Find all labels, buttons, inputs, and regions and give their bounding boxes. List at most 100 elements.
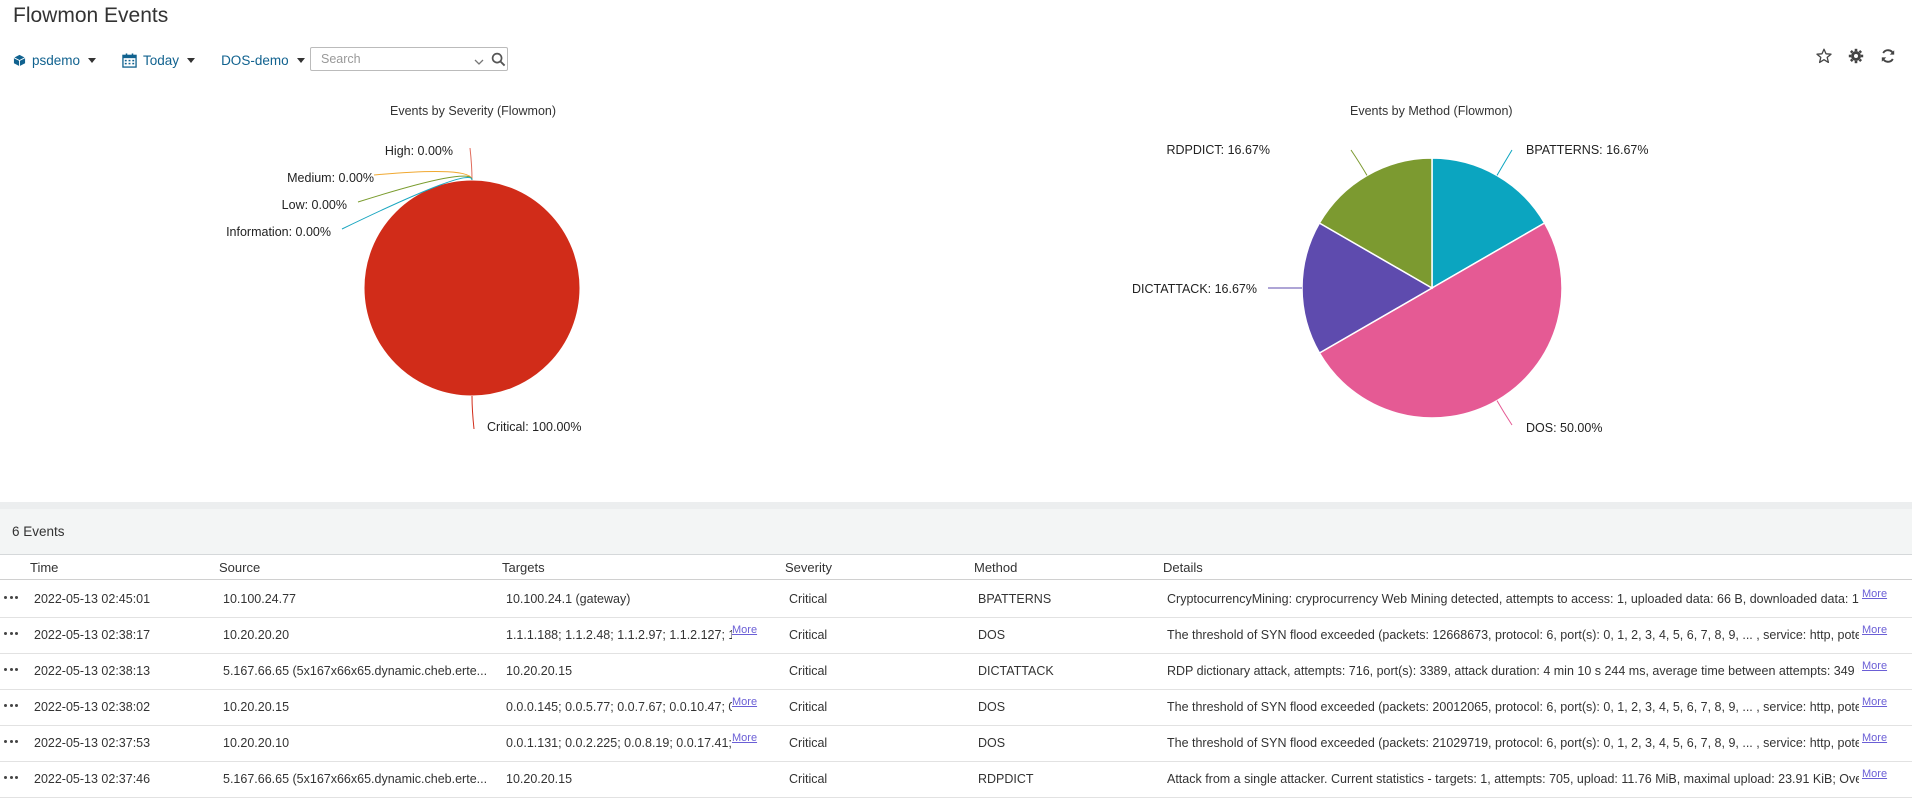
cell-details: RDP dictionary attack, attempts: 716, po… (1167, 664, 1859, 678)
cell-time: 2022-05-13 02:45:01 (34, 592, 151, 606)
pie-label-high: High: 0.00% (385, 144, 453, 158)
table-row[interactable]: 2022-05-13 02:45:01 10.100.24.77 10.100.24… (0, 581, 1912, 618)
cell-method: DOS (978, 628, 1006, 642)
method-chart-title: Events by Method (Flowmon) (1350, 104, 1513, 118)
gear-icon[interactable] (1848, 48, 1864, 64)
cell-details: CryptocurrencyMining: cryprocurrency Web… (1167, 592, 1859, 606)
pie-label-dictattack: DICTATTACK: 16.67% (1132, 282, 1257, 296)
column-header-details[interactable]: Details (1163, 560, 1203, 575)
toolbar: psdemo Today DOS-demo (13, 48, 331, 72)
pie-slice-bpatterns[interactable] (1431, 157, 1546, 290)
filter-label: DOS-demo (221, 52, 289, 68)
cell-targets: 10.20.20.15 (506, 772, 573, 786)
cell-severity: Critical (789, 772, 828, 786)
leader-line-bpatterns (1496, 149, 1513, 176)
ellipsis-icon[interactable] (4, 776, 18, 780)
cell-targets: 10.100.24.1 (gateway) (506, 592, 631, 606)
ellipsis-icon[interactable] (4, 740, 18, 744)
details-more-link[interactable]: More (1862, 696, 1888, 708)
cell-severity: Critical (789, 628, 828, 642)
pie-slice-dictattack[interactable] (1301, 221, 1434, 355)
workspace-selector[interactable]: psdemo (13, 52, 97, 68)
leader-line-information (341, 177, 473, 230)
section-divider (0, 502, 1912, 509)
cell-details: Attack from a single attacker. Current s… (1167, 772, 1859, 786)
targets-more-link[interactable]: More (732, 624, 758, 636)
details-more-link[interactable]: More (1862, 768, 1888, 780)
cell-details: The threshold of SYN flood exceeded (pac… (1167, 736, 1859, 750)
pie-label-bpatterns: BPATTERNS: 16.67% (1526, 143, 1649, 157)
page-title: Flowmon Events (13, 4, 169, 27)
header-actions (1800, 48, 1896, 64)
cell-severity: Critical (789, 700, 828, 714)
severity-pie-chart: Critical: 100.00% High: 0.00% Medium: 0.00… (226, 144, 581, 434)
cell-method: DOS (978, 700, 1006, 714)
pie-slice-rdpdict[interactable] (1318, 157, 1433, 290)
ellipsis-icon[interactable] (4, 632, 18, 636)
severity-chart-title: Events by Severity (Flowmon) (390, 104, 557, 118)
leader-line-dos (1496, 400, 1513, 426)
cell-details: The threshold of SYN flood exceeded (pac… (1167, 700, 1859, 714)
cell-source: 10.100.24.77 (223, 592, 296, 606)
targets-more-link[interactable]: More (732, 732, 758, 744)
column-header-source[interactable]: Source (219, 560, 261, 575)
date-range-label: Today (143, 52, 180, 68)
cell-source: 5.167.66.65 (5x167x66x65.dynamic.cheb.er… (223, 664, 488, 678)
table-row[interactable]: 2022-05-13 02:37:46 5.167.66.65 (5x167x66… (0, 761, 1912, 798)
method-pie-chart: BPATTERNS: 16.67% DOS: 50.00% DICTATTACK: … (1132, 143, 1649, 435)
leader-line-critical (471, 395, 475, 430)
search-box (310, 47, 508, 71)
charts-canvas: Critical: 100.00% High: 0.00% Medium: 0.00… (226, 143, 1649, 435)
targets-more-link[interactable]: More (732, 696, 758, 708)
pie-label-dos: DOS: 50.00% (1526, 421, 1602, 435)
table-row[interactable]: 2022-05-13 02:37:53 10.20.20.10 0.0.1.131;… (0, 725, 1912, 762)
cell-targets: 0.0.1.131; 0.0.2.225; 0.0.8.19; 0.0.17.4… (506, 736, 732, 750)
leader-line-high (469, 147, 473, 181)
star-icon[interactable] (1816, 48, 1832, 64)
table-row[interactable]: 2022-05-13 02:38:02 10.20.20.15 0.0.0.145;… (0, 689, 1912, 726)
cell-time: 2022-05-13 02:38:02 (34, 700, 151, 714)
cell-time: 2022-05-13 02:38:13 (34, 664, 151, 678)
pie-slice-dos[interactable] (1318, 221, 1563, 419)
calendar-icon (122, 52, 137, 68)
table-row[interactable]: 2022-05-13 02:38:13 5.167.66.65 (5x167x66… (0, 653, 1912, 690)
pie-label-critical: Critical: 100.00% (487, 420, 582, 434)
chevron-down-icon[interactable] (474, 54, 484, 72)
leader-line-rdpdict (1350, 149, 1368, 176)
table-row[interactable]: 2022-05-13 02:38:17 10.20.20.20 1.1.1.188;… (0, 617, 1912, 654)
ellipsis-icon[interactable] (4, 704, 18, 708)
ellipsis-icon[interactable] (4, 668, 18, 672)
cell-severity: Critical (789, 592, 828, 606)
ellipsis-icon[interactable] (4, 596, 18, 600)
cell-source: 5.167.66.65 (5x167x66x65.dynamic.cheb.er… (223, 772, 488, 786)
details-more-link[interactable]: More (1862, 660, 1888, 672)
workspace-label: psdemo (32, 52, 81, 68)
column-header-severity[interactable]: Severity (785, 560, 832, 575)
cell-targets: 1.1.1.188; 1.1.2.48; 1.1.2.97; 1.1.2.127… (506, 628, 732, 642)
pie-label-medium: Medium: 0.00% (287, 171, 374, 185)
cell-severity: Critical (789, 664, 828, 678)
search-input[interactable] (319, 51, 473, 67)
cell-source: 10.20.20.15 (223, 700, 290, 714)
date-range-selector[interactable]: Today (122, 52, 196, 68)
table-header: Time Source Targets Severity Method Deta… (0, 554, 1912, 580)
cell-time: 2022-05-13 02:37:53 (34, 736, 151, 750)
pie-slice-critical[interactable] (363, 179, 581, 397)
caret-down-icon (296, 57, 305, 63)
events-count: 6 Events (12, 524, 65, 539)
cell-severity: Critical (789, 736, 828, 750)
column-header-method[interactable]: Method (974, 560, 1018, 575)
details-more-link[interactable]: More (1862, 588, 1888, 600)
events-header: 6 Events (0, 509, 1912, 555)
cell-source: 10.20.20.10 (223, 736, 290, 750)
filter-selector[interactable]: DOS-demo (221, 53, 305, 68)
cell-method: DOS (978, 736, 1006, 750)
caret-down-icon (187, 57, 196, 63)
column-header-targets[interactable]: Targets (502, 560, 545, 575)
search-icon[interactable] (491, 52, 506, 72)
details-more-link[interactable]: More (1862, 624, 1888, 636)
pie-label-information: Information: 0.00% (226, 225, 331, 239)
column-header-time[interactable]: Time (30, 560, 59, 575)
refresh-icon[interactable] (1880, 48, 1896, 64)
details-more-link[interactable]: More (1862, 732, 1888, 744)
